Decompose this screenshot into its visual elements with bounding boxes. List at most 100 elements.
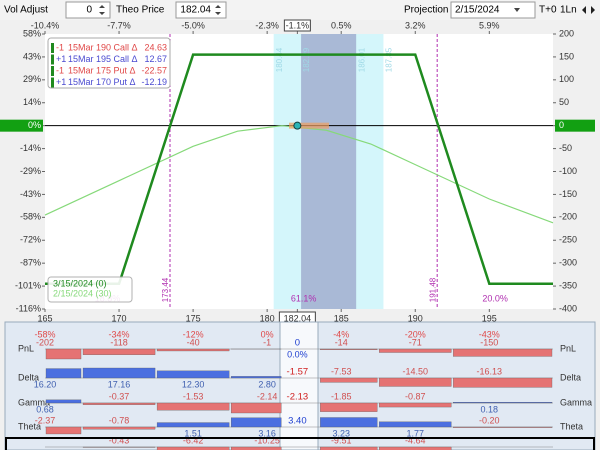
theo-input[interactable]	[175, 1, 227, 19]
series-name: 2/15/2024 (30)	[53, 288, 112, 298]
y-tick-left-label: -101%	[15, 280, 41, 290]
greek-bar	[379, 421, 452, 428]
legend-desc: 15Mar 175 Put Δ	[68, 65, 136, 75]
greek-value: -14.50	[402, 366, 428, 376]
y-tick-left-label: -29%	[20, 166, 41, 176]
x-tick-label: 195	[482, 313, 497, 323]
greek-bar	[379, 377, 452, 387]
greek-bar	[45, 399, 82, 404]
greek-value: 1.51	[184, 428, 202, 438]
vol-value[interactable]: 0	[86, 5, 92, 16]
series-name: 3/15/2024 (0)	[53, 278, 107, 288]
x2-tick-label: -5.0%	[181, 20, 205, 30]
row-label-right: Theta	[560, 421, 583, 431]
greek-value: 12.30	[182, 379, 205, 389]
greek-value: -10.25	[254, 435, 280, 445]
vol-spinner[interactable]	[99, 5, 105, 15]
mode[interactable]: T+0	[539, 5, 557, 16]
greek-bar	[156, 402, 230, 411]
projection-date[interactable]: 2/15/2024	[455, 5, 500, 16]
greek-value: -2.37	[35, 415, 56, 425]
greek-bar	[320, 446, 378, 450]
x2-tick-label: 5.9%	[479, 20, 500, 30]
greek-value: 0.68	[36, 404, 54, 414]
y-tick-left-label: -58%	[20, 212, 41, 222]
greek-bar	[156, 370, 230, 379]
y-tick-label: 100	[559, 74, 574, 84]
probability: 20.0%	[482, 293, 508, 303]
y-tick-label: -50	[559, 143, 572, 153]
greek-value: 0	[295, 338, 300, 349]
toolbar	[0, 0, 600, 20]
greek-value: -14	[335, 337, 348, 347]
greek-bar	[45, 368, 82, 379]
greek-bar	[453, 402, 553, 404]
lines[interactable]: 1Ln	[560, 5, 577, 16]
greek-bar	[320, 377, 378, 383]
greek-value: 16.20	[34, 379, 57, 389]
greek-bar	[45, 348, 82, 360]
greek-value: -6.42	[183, 435, 204, 445]
breakeven-label: 191.48	[428, 277, 437, 302]
theo-spinner[interactable]	[215, 5, 221, 15]
greek-bar	[156, 446, 230, 450]
greek-bar	[82, 426, 156, 430]
band-label: 180.44	[275, 47, 284, 72]
greek-value: -0.87	[405, 391, 426, 401]
legend-tick	[51, 66, 54, 76]
zero-badge	[555, 119, 595, 132]
greek-pct: -34%	[109, 329, 130, 339]
greek-pct: 0.0%	[287, 349, 308, 359]
selected-row	[5, 437, 595, 450]
greek-value: 17.16	[108, 379, 131, 389]
y-tick-left-label: -87%	[20, 258, 41, 268]
greek-bar	[320, 348, 378, 350]
projection-select[interactable]	[450, 1, 536, 19]
greek-pct: -43%	[479, 329, 500, 339]
nav-arrows[interactable]	[582, 6, 595, 14]
greek-bar	[230, 402, 282, 414]
x2-tick-label: -7.7%	[107, 20, 131, 30]
vol-input[interactable]	[65, 1, 111, 19]
y-tick-label: -100	[559, 166, 577, 176]
probability: 61.1%	[291, 293, 317, 303]
zero-badge	[0, 119, 43, 132]
band	[301, 34, 357, 309]
greek-bar	[320, 417, 378, 428]
y-tick-left-label: -14%	[20, 143, 41, 153]
y-tick-left-label: 0%	[28, 120, 41, 130]
y-tick-left-label: 14%	[23, 97, 41, 107]
y-tick-label: 150	[559, 51, 574, 61]
y-tick-label: -200	[559, 212, 577, 222]
greek-pct: 0%	[261, 329, 274, 339]
greek-value: -0.43	[109, 435, 130, 445]
greek-value: -40	[187, 337, 200, 347]
chart: 180.44187.85182.29186.01173.44191.4818.8…	[0, 19, 595, 326]
greek-value: -7.53	[331, 366, 352, 376]
dropdown-arrow[interactable]	[514, 8, 520, 12]
greek-value: -0.20	[479, 415, 500, 425]
greek-value: 1.77	[406, 428, 424, 438]
greek-value: -150	[480, 337, 498, 347]
greek-bar	[379, 348, 452, 353]
legend-desc: 15Mar 195 Call Δ	[68, 54, 138, 64]
greek-bar	[45, 426, 82, 435]
theo-value[interactable]: 182.04	[180, 5, 211, 16]
greek-bar	[156, 348, 230, 352]
legend-desc: 15Mar 190 Call Δ	[68, 42, 138, 52]
legend-tick	[51, 43, 54, 53]
x-tick-label: 182.04	[284, 313, 312, 323]
greek-value: -2.13	[287, 392, 309, 403]
greek-value: 3.40	[288, 416, 307, 427]
center-column	[279, 321, 319, 450]
projection-label: Projection	[404, 5, 448, 16]
greek-bar	[230, 417, 282, 428]
legend-value: 24.63	[144, 42, 167, 52]
y-tick-label: 0	[559, 120, 564, 130]
x2-tick-label: -10.4%	[31, 20, 60, 30]
row-label: PnL	[18, 343, 34, 353]
legend-desc: 15Mar 170 Put Δ	[68, 77, 136, 87]
row-label: Gamma	[18, 397, 50, 407]
